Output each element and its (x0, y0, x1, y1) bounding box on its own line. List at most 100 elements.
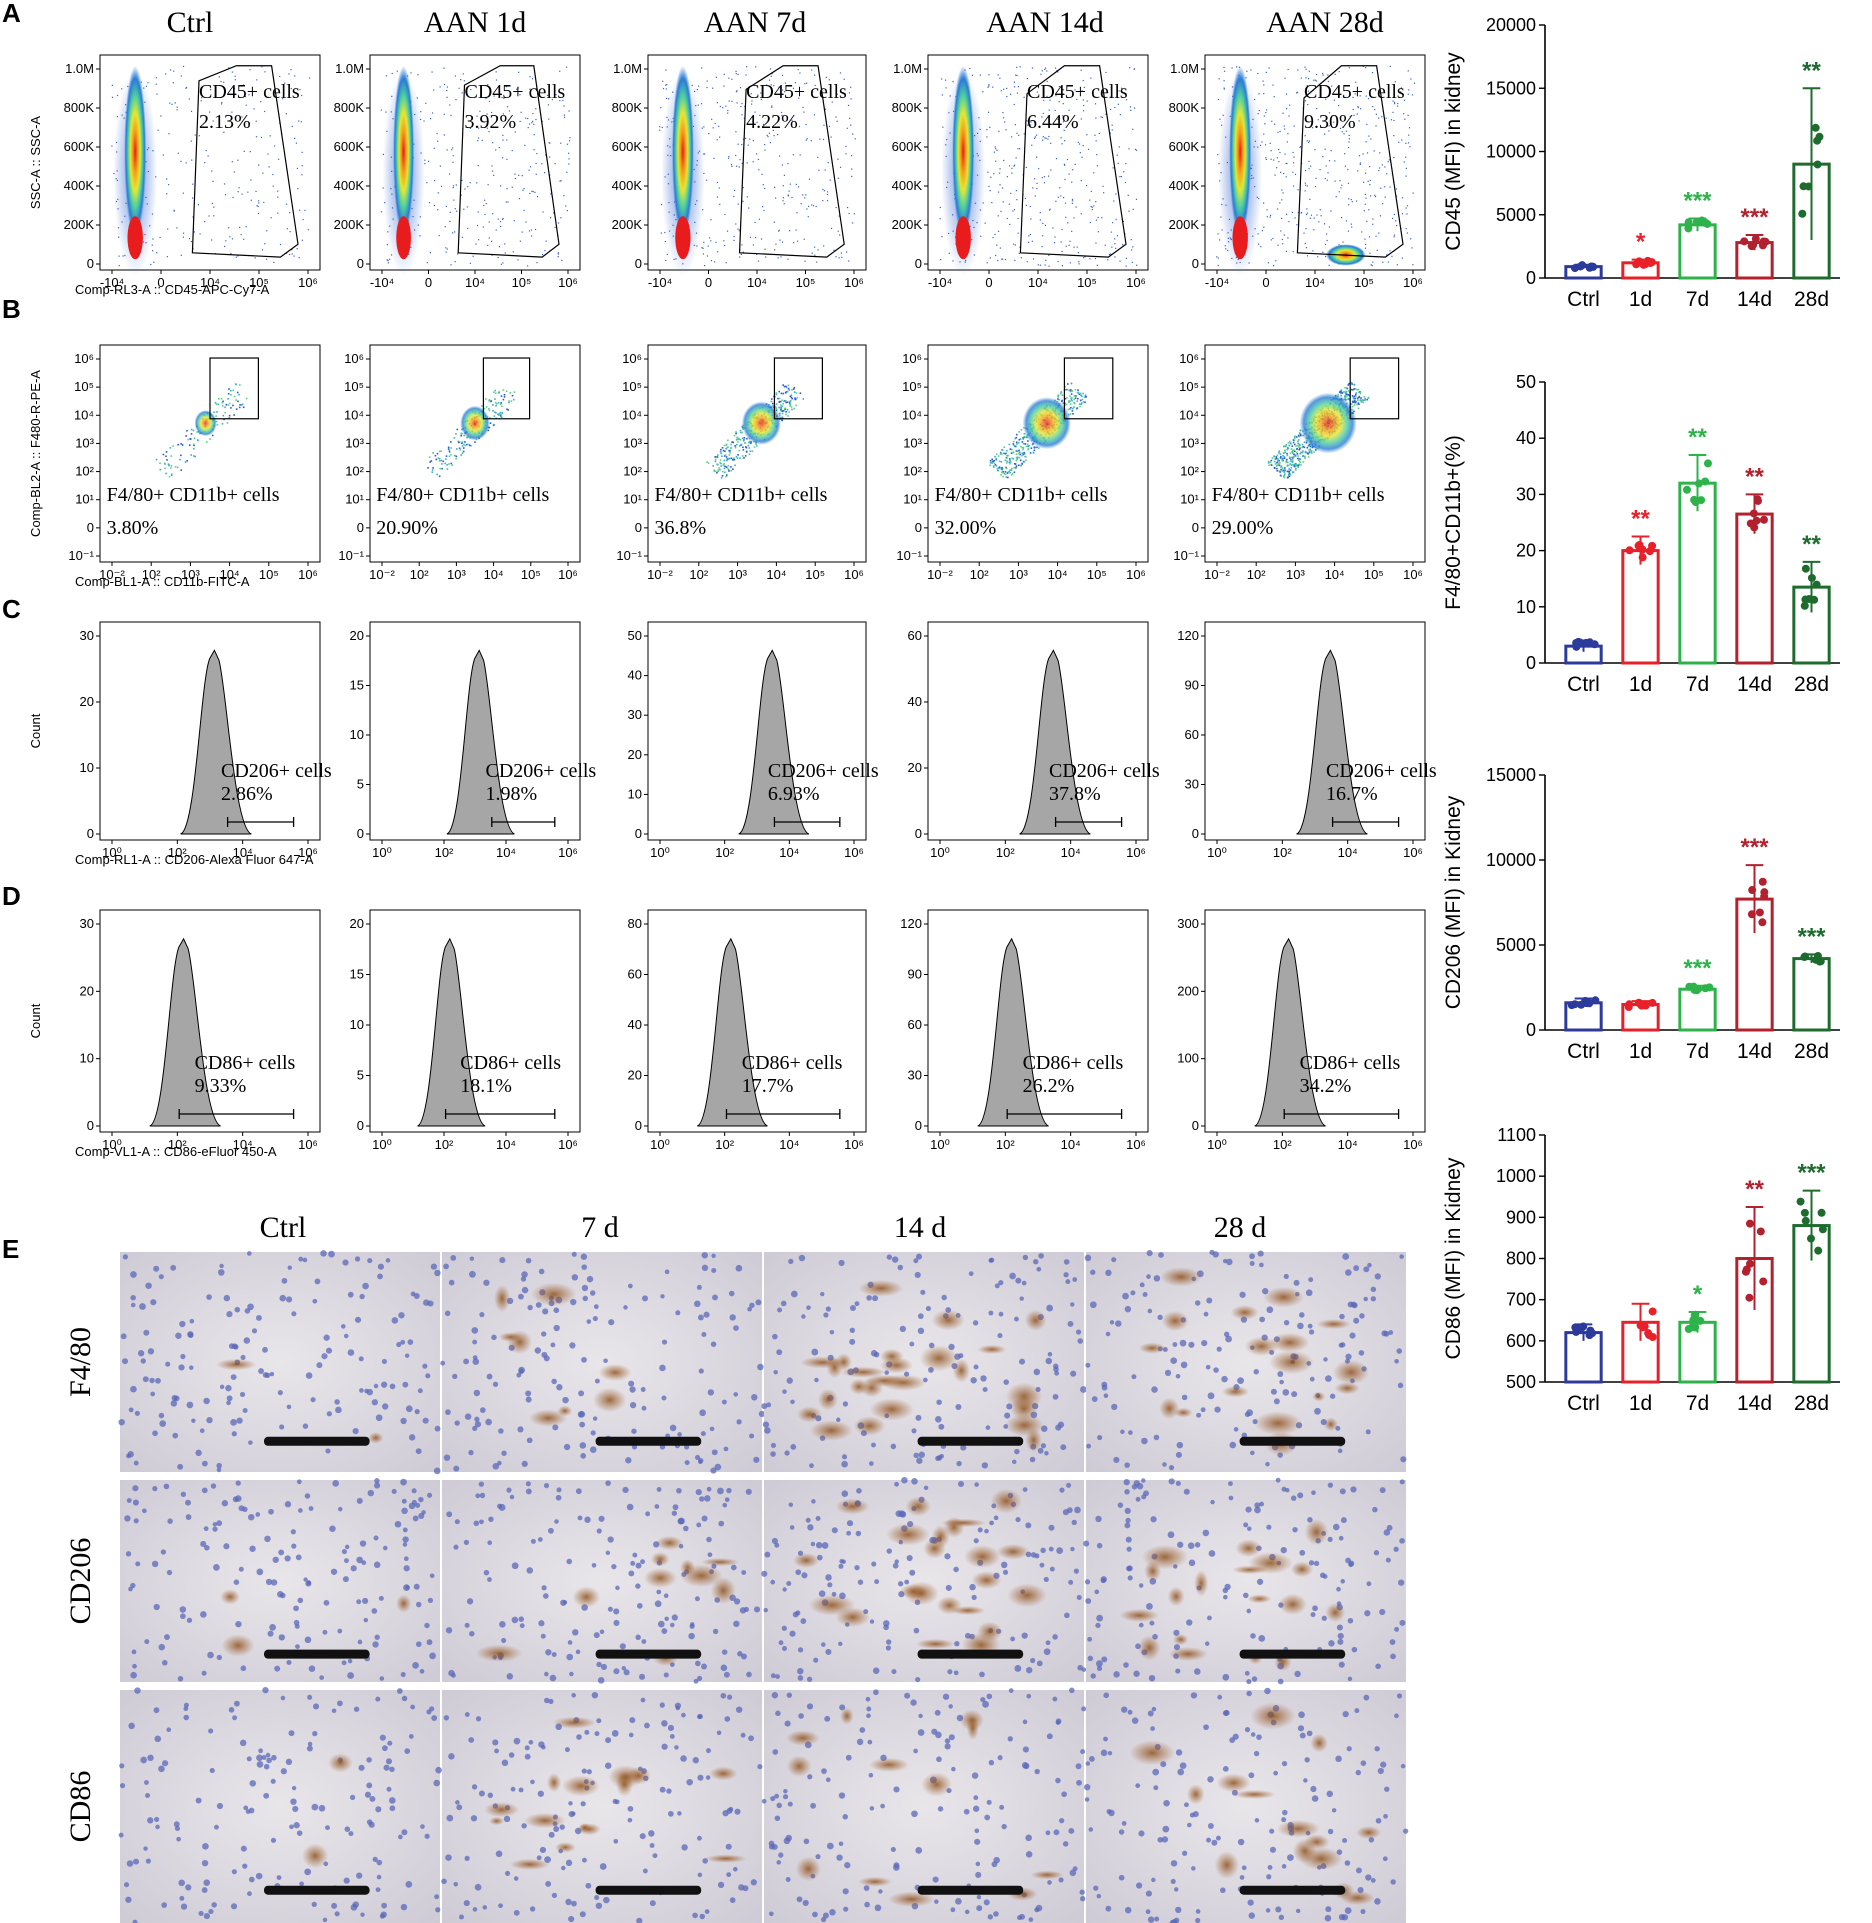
event-dot (1023, 433, 1026, 435)
event-dot (996, 244, 998, 246)
nucleus (782, 1389, 787, 1394)
event-dot (1036, 187, 1038, 190)
event-dot (1273, 467, 1276, 469)
event-dot (1217, 233, 1219, 235)
event-dot (241, 403, 244, 406)
event-dot (189, 438, 192, 440)
event-dot (1289, 473, 1291, 475)
event-dot (778, 397, 781, 400)
event-dot (1289, 463, 1292, 465)
event-dot (1330, 210, 1332, 212)
event-dot (778, 406, 780, 409)
event-dot (1288, 468, 1290, 470)
flow-plot: F4/80+ CD11b+ cells29.00%10⁻¹010¹10²10³1… (1173, 344, 1426, 582)
event-dot (1310, 214, 1313, 216)
event-dot (1388, 159, 1390, 161)
event-dot (1364, 67, 1367, 69)
event-dot (744, 442, 746, 444)
y-tick-label: 400K (64, 178, 95, 193)
nucleus (434, 1269, 441, 1277)
nucleus (354, 1256, 361, 1262)
gate-polygon (1296, 65, 1404, 258)
nucleus (380, 1381, 388, 1388)
event-dot (1018, 456, 1021, 459)
event-dot (169, 69, 172, 71)
event-dot (1070, 398, 1073, 401)
event-dot (1309, 217, 1311, 219)
event-dot (952, 260, 954, 262)
event-dot (392, 118, 394, 120)
nucleus (714, 1463, 722, 1471)
event-dot (1292, 185, 1295, 187)
event-dot (1076, 407, 1079, 409)
event-dot (1017, 217, 1019, 220)
x-tick-label: 10⁻² (99, 567, 125, 582)
event-dot (1015, 445, 1017, 448)
event-dot (211, 434, 214, 437)
nucleus (469, 1270, 476, 1278)
x-tick-label: 10⁴ (766, 567, 786, 582)
event-dot (1006, 95, 1008, 98)
event-dot (727, 112, 729, 114)
event-dot (1384, 186, 1386, 188)
event-dot (1303, 441, 1306, 443)
event-dot (492, 213, 494, 215)
event-dot (1310, 452, 1313, 454)
event-dot (240, 404, 243, 406)
event-dot (1071, 202, 1073, 204)
event-dot (1011, 467, 1013, 470)
event-dot (665, 84, 667, 86)
nucleus (473, 1389, 481, 1397)
event-dot (736, 443, 738, 446)
event-dot (457, 253, 459, 255)
event-dot (1340, 392, 1342, 394)
event-dot (737, 437, 740, 440)
nucleus (580, 1253, 588, 1260)
event-dot (1114, 243, 1116, 245)
event-dot (787, 387, 790, 390)
event-dot (987, 171, 989, 173)
event-dot (239, 226, 241, 228)
data-point (1800, 1208, 1809, 1217)
event-dot (1395, 188, 1398, 190)
x-tick-label: -10⁴ (928, 275, 952, 290)
event-dot (731, 100, 733, 102)
event-dot (1353, 384, 1356, 386)
event-dot (854, 138, 856, 140)
event-dot (1069, 390, 1072, 393)
event-dot (446, 149, 448, 151)
event-dot (755, 443, 757, 445)
event-dot (964, 261, 966, 263)
gate-value: 32.00% (935, 517, 997, 539)
nucleus (195, 1449, 202, 1457)
nucleus (701, 1252, 708, 1259)
event-dot (665, 69, 667, 71)
nucleus (479, 1407, 486, 1413)
event-dot (1126, 99, 1128, 101)
event-dot (1296, 451, 1298, 454)
event-dot (431, 469, 434, 471)
event-dot (446, 468, 449, 470)
event-dot (1229, 237, 1231, 239)
nucleus (868, 1461, 874, 1466)
event-dot (1328, 112, 1331, 114)
event-dot (1263, 93, 1265, 95)
event-dot (997, 74, 999, 76)
event-dot (1245, 77, 1247, 79)
event-dot (736, 165, 738, 167)
event-dot (1367, 180, 1369, 182)
event-dot (737, 73, 739, 75)
nucleus (838, 1259, 845, 1267)
event-dot (223, 81, 225, 83)
event-dot (124, 215, 126, 217)
event-dot (455, 99, 457, 101)
event-dot (1013, 165, 1015, 167)
event-dot (764, 149, 766, 151)
event-dot (225, 240, 227, 242)
density-core (952, 65, 975, 238)
event-dot (506, 408, 508, 411)
event-dot (727, 468, 730, 471)
nucleus (175, 1332, 182, 1339)
event-dot (1069, 400, 1071, 403)
x-tick-label: 10⁰ (930, 845, 950, 860)
